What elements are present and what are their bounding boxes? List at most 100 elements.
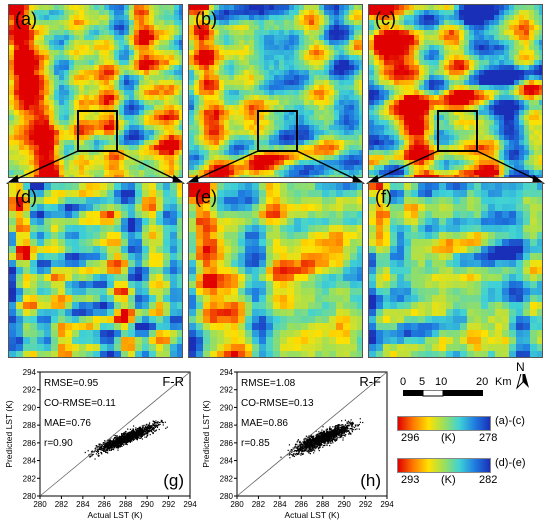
scatter-point xyxy=(114,447,115,448)
scatter-point xyxy=(109,447,110,448)
scatter-point xyxy=(329,434,330,435)
scatter-point xyxy=(161,421,162,422)
scatter-point xyxy=(298,450,299,451)
scatter-point xyxy=(105,443,106,444)
scatter-point xyxy=(345,430,346,431)
scatter-point xyxy=(111,450,112,451)
scatter-point xyxy=(331,433,332,434)
scatter-point xyxy=(107,444,108,445)
scatter-point xyxy=(298,452,299,453)
scatter-point xyxy=(326,440,327,441)
scatter-point xyxy=(114,445,115,446)
scatter-point xyxy=(154,422,155,423)
scatter-point xyxy=(339,424,340,425)
scatter-point xyxy=(337,437,338,438)
stat-text: MAE=0.86 xyxy=(241,418,288,429)
scatter-point xyxy=(140,437,141,438)
scatter-point xyxy=(117,441,118,442)
scatter-point xyxy=(153,425,154,426)
scatter-point xyxy=(335,433,336,434)
scatter-point xyxy=(355,429,356,430)
scatter-point xyxy=(289,454,290,455)
scatter-point xyxy=(158,424,159,425)
scatter-point xyxy=(300,453,301,454)
panel-label-d: (d) xyxy=(15,187,37,208)
scatter-point xyxy=(341,427,342,428)
scatter-point xyxy=(130,434,131,435)
scatter-point xyxy=(112,443,113,444)
scatter-point xyxy=(316,439,317,440)
scatter-point xyxy=(327,436,328,437)
scatter-point xyxy=(163,424,164,425)
scatter-point xyxy=(303,439,304,440)
scatter-point xyxy=(344,435,345,436)
scatter-point xyxy=(291,452,292,453)
scatter-point xyxy=(121,434,122,435)
scatter-point xyxy=(296,450,297,451)
lst-map-e xyxy=(189,183,363,358)
scatter-point xyxy=(101,447,102,448)
north-label: N xyxy=(516,360,525,374)
zoom-indicators xyxy=(0,0,550,190)
scatter-point xyxy=(142,433,143,434)
scatter-point xyxy=(335,440,336,441)
scatter-point xyxy=(96,451,97,452)
scatter-point xyxy=(138,429,139,430)
scatter-point xyxy=(144,437,145,438)
scatter-point xyxy=(329,445,330,446)
scatter-point xyxy=(97,455,98,456)
scatter-point xyxy=(313,452,314,453)
scatter-point xyxy=(335,434,336,435)
scatter-point xyxy=(315,435,316,436)
scatter-point xyxy=(134,432,135,433)
scatter-point xyxy=(329,439,330,440)
scatter-point xyxy=(130,438,131,439)
scatter-point xyxy=(300,455,301,456)
scatter-point xyxy=(348,433,349,434)
lst-map-f xyxy=(369,183,543,358)
scatter-point xyxy=(320,444,321,445)
scatter-point xyxy=(85,452,86,453)
scatter-point xyxy=(330,441,331,442)
scatter-point xyxy=(117,448,118,449)
scatter-point xyxy=(147,431,148,432)
scatter-point xyxy=(333,437,334,438)
scatter-point xyxy=(147,433,148,434)
x-tick-label: 288 xyxy=(119,500,133,509)
scatter-point xyxy=(296,444,297,445)
scatter-point xyxy=(112,445,113,446)
scatter-point xyxy=(297,447,298,448)
scatter-point xyxy=(313,446,314,447)
scatter-point xyxy=(147,435,148,436)
scatter-point xyxy=(332,441,333,442)
y-tick-label: 288 xyxy=(23,421,37,430)
scatter-point xyxy=(116,437,117,438)
scatter-point xyxy=(311,436,312,437)
scatter-point xyxy=(308,452,309,453)
scatter-point xyxy=(297,440,298,441)
scatter-point xyxy=(147,430,148,431)
scatter-point xyxy=(141,430,142,431)
scatter-point xyxy=(120,436,121,437)
scatter-point xyxy=(355,424,356,425)
scatter-point xyxy=(312,450,313,451)
scatter-point xyxy=(311,439,312,440)
scatter-point xyxy=(329,432,330,433)
scatter-point xyxy=(146,430,147,431)
scatter-point xyxy=(127,438,128,439)
scatter-point xyxy=(137,428,138,429)
scatter-point xyxy=(101,449,102,450)
scatter-point xyxy=(326,429,327,430)
y-axis-label: Predicted LST (K) xyxy=(201,400,211,468)
scatter-point xyxy=(359,424,360,425)
scatter-point xyxy=(135,435,136,436)
scatter-point xyxy=(334,434,335,435)
scatter-point xyxy=(137,438,138,439)
y-tick-label: 286 xyxy=(23,439,37,448)
scatter-point xyxy=(298,446,299,447)
scatter-point xyxy=(336,425,337,426)
scale-unit: Km xyxy=(495,376,512,388)
y-tick-label: 284 xyxy=(23,457,37,466)
scatter-point xyxy=(125,431,126,432)
